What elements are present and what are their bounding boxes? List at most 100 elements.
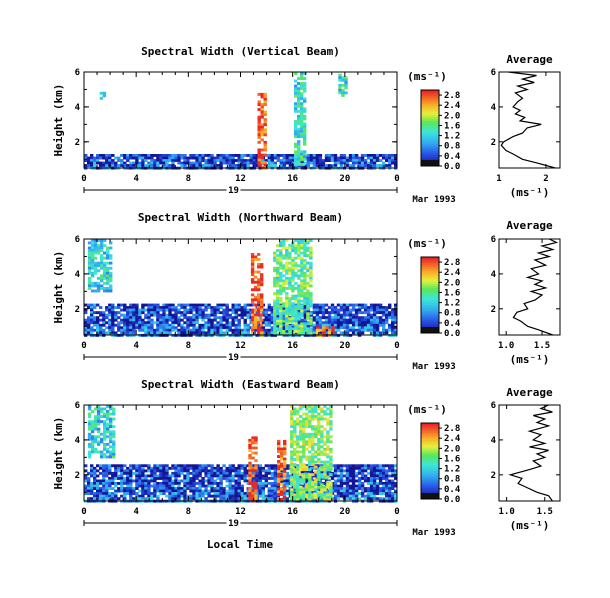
heatmap-cell — [251, 484, 255, 488]
heatmap-cell — [240, 313, 244, 317]
heatmap-cell — [363, 494, 368, 498]
heatmap-cell — [300, 294, 304, 298]
heatmap-cell — [225, 489, 229, 493]
heatmap-cell — [147, 494, 151, 498]
heatmap-cell — [183, 469, 187, 473]
heatmap-cell — [177, 311, 181, 315]
heatmap-cell — [108, 321, 112, 325]
colorbar-segment — [421, 296, 439, 300]
heatmap-cell — [243, 464, 247, 468]
heatmap-cell — [231, 487, 235, 490]
heatmap-cell — [180, 164, 184, 167]
heatmap-cell — [333, 313, 338, 317]
heatmap-cell — [260, 156, 264, 159]
heatmap-cell — [357, 479, 362, 483]
heatmap-cell — [336, 484, 341, 488]
heatmap-cell — [317, 427, 321, 431]
heatmap-cell — [320, 460, 324, 464]
colorbar-tick-label: 2.0 — [444, 111, 460, 121]
heatmap-cell — [293, 458, 297, 461]
heatmap-cell — [296, 435, 300, 439]
heatmap-cell — [378, 474, 383, 478]
heatmap-cell — [267, 303, 271, 307]
heatmap-cell — [108, 492, 112, 495]
heatmap-cell — [213, 164, 217, 167]
x-tick-label: 12 — [235, 174, 246, 184]
heatmap-cell — [336, 159, 341, 162]
heatmap-cell — [159, 323, 163, 327]
heatmap-cell — [87, 487, 91, 490]
heatmap-cell — [87, 318, 91, 322]
heatmap-cell — [165, 154, 169, 157]
heatmap-cell — [96, 239, 101, 242]
heatmap-cell — [111, 494, 115, 498]
heatmap-cell — [273, 482, 277, 485]
heatmap-cell — [263, 128, 267, 132]
heatmap-cell — [114, 494, 118, 498]
heatmap-cell — [150, 494, 154, 498]
heatmap-cell — [248, 466, 252, 470]
heatmap-cell — [147, 318, 151, 322]
heatmap-cell — [112, 430, 116, 434]
heatmap — [84, 72, 398, 170]
heatmap-cell — [231, 497, 235, 501]
heatmap-cell — [291, 302, 295, 306]
heatmap-cell — [326, 485, 330, 489]
colorbar-segment — [421, 158, 439, 161]
heatmap-cell — [280, 498, 284, 501]
heatmap-cell — [237, 328, 241, 332]
heatmap-cell — [171, 328, 175, 332]
heatmap-cell — [90, 264, 95, 268]
heatmap-cell — [234, 331, 238, 335]
heatmap-cell — [231, 479, 235, 483]
heatmap-cell — [320, 450, 324, 454]
heatmap-cell — [294, 327, 298, 331]
heatmap-cell — [117, 487, 121, 490]
heatmap-cell — [391, 311, 395, 315]
heatmap-cell — [320, 485, 324, 489]
heatmap-cell — [216, 326, 220, 330]
heatmap-cell — [177, 321, 181, 325]
heatmap-cell — [285, 317, 289, 321]
heatmap-cell — [382, 326, 386, 330]
heatmap-cell — [282, 239, 286, 242]
heatmap-cell — [282, 281, 286, 285]
heatmap-cell — [300, 312, 304, 316]
heatmap-cell — [388, 469, 392, 473]
heatmap-cell — [117, 464, 121, 468]
heatmap-cell — [257, 153, 261, 157]
heatmap-cell — [138, 484, 142, 488]
heatmap-cell — [254, 484, 258, 488]
heatmap-cell — [263, 143, 267, 147]
heatmap-cell — [254, 446, 258, 450]
heatmap-cell — [372, 469, 377, 473]
heatmap-cell — [299, 450, 303, 454]
heatmap-cell — [165, 474, 169, 478]
heatmap-cell — [297, 120, 301, 123]
heatmap-cell — [216, 164, 220, 167]
heatmap-cell — [105, 466, 109, 470]
heatmap-cell — [342, 159, 347, 162]
heatmap-cell — [385, 464, 389, 468]
heatmap-cell — [213, 492, 217, 495]
heatmap-cell — [102, 313, 106, 317]
date-label: Mar 1993 — [412, 528, 455, 538]
heatmap-cell — [308, 437, 312, 441]
heatmap-cell — [333, 164, 338, 167]
heatmap-cell — [219, 497, 223, 501]
heatmap-cell — [277, 455, 281, 458]
heatmap-cell — [171, 471, 175, 475]
heatmap-cell — [279, 276, 283, 280]
heatmap-cell — [132, 316, 136, 320]
heatmap-cell — [294, 287, 298, 290]
heatmap-cell — [345, 471, 350, 475]
colorbar-segment — [421, 281, 439, 285]
heatmap-cell — [320, 425, 324, 429]
heatmap-cell — [320, 475, 324, 479]
heatmap-cell — [103, 427, 107, 431]
heatmap-cell — [282, 312, 286, 316]
heatmap-cell — [303, 306, 308, 309]
heatmap-cell — [237, 474, 241, 478]
heatmap-cell — [366, 316, 371, 320]
heatmap-cell — [147, 321, 151, 325]
